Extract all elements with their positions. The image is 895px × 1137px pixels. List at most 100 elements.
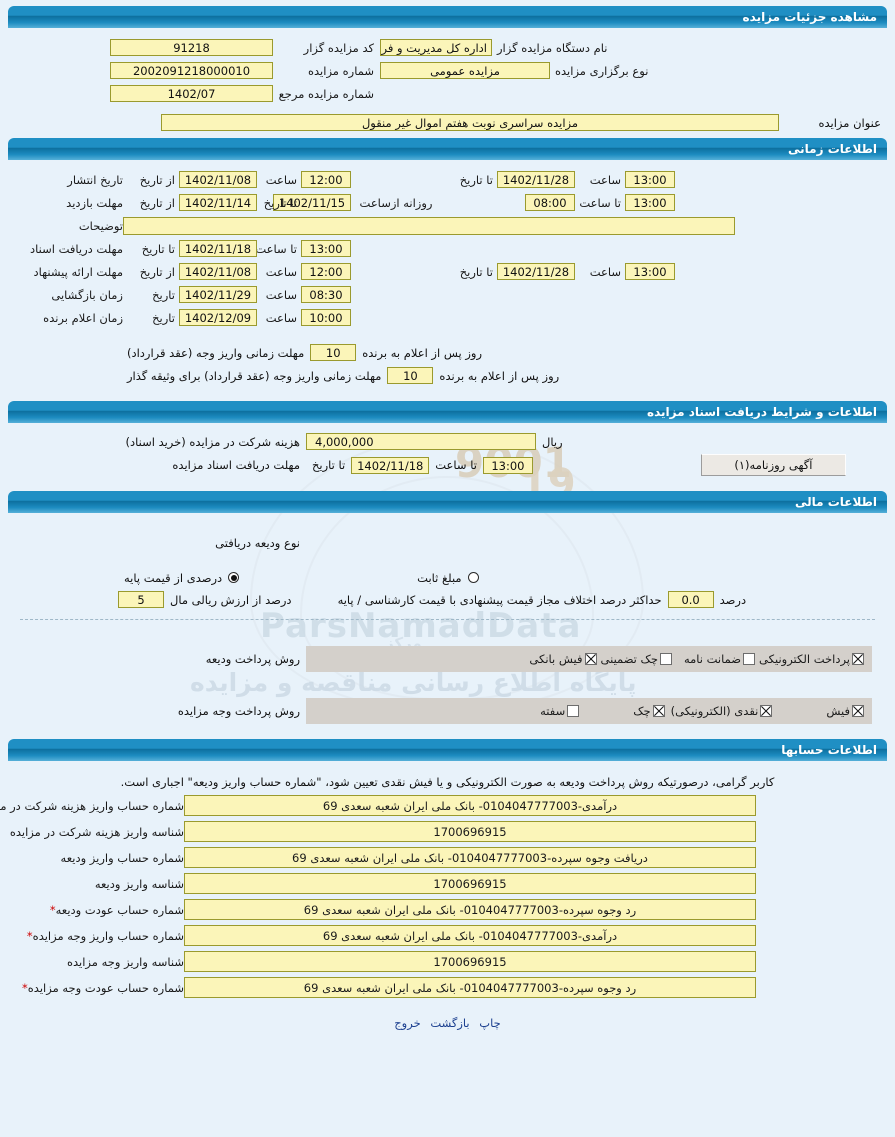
account-value[interactable]: رد وجوه سپرده-0104047777003- بانک ملی ای… [184,977,756,998]
deposit-bank-receipt-checkbox-icon[interactable] [584,653,597,665]
table-row: درآمدی-0104047777003- بانک ملی ایران شعب… [0,795,887,816]
auction-receipt-checkbox-icon[interactable] [852,705,864,717]
auction-promissory-checkbox-icon[interactable] [567,705,580,717]
account-value[interactable]: درآمدی-0104047777003- بانک ملی ایران شعب… [184,795,756,816]
description-label: توضیحات [78,218,123,233]
account-label: شناسه واریز هزینه شرکت در مزایده [9,824,184,839]
max-diff-field[interactable]: 0.0 [667,591,714,608]
auction-check-checkbox-icon[interactable] [652,705,665,717]
payment-deadline-field[interactable]: 10 [310,344,357,361]
auction-cash-checkbox-icon[interactable] [760,705,773,717]
account-value[interactable]: 1700696915 [184,951,756,972]
visit-daily-time-field[interactable]: 08:00 [525,194,575,211]
payment-deadline2-field[interactable]: 10 [387,367,434,384]
visit-deadline-row: 13:00 تا ساعت 08:00 روزانه ازساعت 1402/1… [8,193,887,212]
org-name-field[interactable]: اداره کل مدیریت و فروش اموال [380,39,492,56]
account-label: شناسه واریز ودیعه [94,876,184,891]
opening-hour-label: ساعت [265,287,297,302]
print-link[interactable]: چاپ [479,1016,501,1030]
fixed-amount-radio-icon[interactable] [467,572,479,583]
account-label: شماره حساب واریز هزینه شرکت در مزایده [0,798,184,813]
hold-type-label: نوع برگزاری مزایده [555,63,649,78]
required-asterisk: * [49,902,56,917]
accounts-section-body: کاربر گرامی، درصورتیکه روش پرداخت ودیعه … [0,761,887,1036]
ref-number-row: شماره مزایده مرجع 1402/07 [8,84,380,103]
publish-to-time-field[interactable]: 13:00 [625,171,675,188]
account-label: شماره حساب عودت ودیعه* [8,903,184,917]
auction-title-field[interactable]: مزایده سراسری نوبت هفتم اموال غیر منقول [161,114,779,131]
deposit-certified-check-checkbox-icon[interactable] [659,653,672,665]
ref-number-label: شماره مزایده مرجع [278,86,374,101]
deposit-method-electronic[interactable]: پرداخت الکترونیکی ضمانت نامه چک تضمینی ف… [529,652,864,666]
docs-deadline-date-label: تا تاریخ [141,241,175,256]
auction-receipt-label: فیش [826,704,850,718]
proposal-from-date-field[interactable]: 1402/11/08 [179,263,257,280]
proposal-from-time-field[interactable]: 12:00 [301,263,351,280]
proposal-to-date-field[interactable]: 1402/11/28 [497,263,575,280]
max-diff-suffix: درصد [719,592,747,607]
proposal-from-hour-label: ساعت [265,264,297,279]
percent-of-base-option[interactable]: درصدی از قیمت پایه [118,571,240,585]
docs-deadline-date-field[interactable]: 1402/11/18 [179,240,257,257]
account-label-text: شماره حساب واریز وجه مزایده [32,928,184,943]
publish-to-hour-label: ساعت [589,172,621,187]
deposit-guarantee-checkbox-icon[interactable] [743,653,756,665]
auction-title-row: عنوان مزایده مزایده سراسری نوبت هفتم امو… [8,113,887,132]
opening-date-field[interactable]: 1402/11/29 [179,286,257,303]
account-value[interactable]: 1700696915 [184,873,756,894]
docs-section-header: اطلاعات و شرایط دریافت اسناد مزایده [8,401,887,423]
publish-from-hour-label: ساعت [265,172,297,187]
finance-section-body: نوع ودیعه دریافتی مبلغ ثابت درصدی از قیم… [8,513,887,733]
winner-announce-date-field[interactable]: 1402/12/09 [179,309,257,326]
newspaper-ad-button[interactable]: آگهی روزنامه(۱) [700,454,846,476]
publish-from-time-field[interactable]: 12:00 [301,171,351,188]
auction-payment-label: روش پرداخت وجه مزایده [177,704,300,718]
payment-deadline-row: روز پس از اعلام به برنده 10 مهلت زمانی و… [8,343,887,362]
docs-receive-time-field[interactable]: 13:00 [482,456,533,474]
payment-deadline-suffix: روز پس از اعلام به برنده [362,345,482,360]
auction-payment-options[interactable]: فیش نقدی (الکترونیکی) چک سفته [540,704,864,718]
winner-announce-time-field[interactable]: 10:00 [301,309,351,326]
account-value[interactable]: دریافت وجوه سپرده-0104047777003- بانک مل… [184,847,756,868]
account-value[interactable]: رد وجوه سپرده-0104047777003- بانک ملی ای… [184,899,756,920]
accounts-section-header: اطلاعات حسابها [8,739,887,761]
payment-deadline2-suffix: روز پس از اعلام به برنده [439,368,560,383]
visit-to-date-field[interactable]: 1402/11/15 [273,194,351,211]
opening-time-field[interactable]: 08:30 [301,286,351,303]
proposal-to-time-field[interactable]: 13:00 [625,263,675,280]
hold-type-field[interactable]: مزایده عمومی [380,62,550,79]
ref-number-field[interactable]: 1402/07 [110,85,273,102]
publish-to-date-field[interactable]: 1402/11/28 [497,171,575,188]
docs-deadline-time-field[interactable]: 13:00 [301,240,351,257]
visit-daily-label: روزانه ازساعت [359,195,433,210]
participation-fee-field[interactable]: 4,000,000 [306,433,536,450]
account-label-text: شماره حساب عودت ودیعه [55,902,184,917]
visit-from-date-field[interactable]: 1402/11/14 [179,194,257,211]
proposal-deadline-label: مهلت ارائه پیشنهاد [33,264,123,279]
auctioneer-code-field[interactable]: 91218 [110,39,273,56]
auction-details-page: مشاهده جزئیات مزایده نام دستگاه مزایده گ… [0,6,895,1036]
payment-deadline-label: مهلت زمانی واریز وجه (عقد قرارداد) [127,345,305,360]
visit-to-time-field[interactable]: 13:00 [625,194,675,211]
payment-deadline2-row: روز پس از اعلام به برنده 10 مهلت زمانی و… [8,366,887,385]
deposit-certified-check-label: چک تضمینی [600,652,658,666]
percent-value-field[interactable]: 5 [118,591,164,608]
account-value[interactable]: درآمدی-0104047777003- بانک ملی ایران شعب… [184,925,756,946]
page-title: مشاهده جزئیات مزایده [8,6,887,28]
percent-of-base-radio-icon[interactable] [228,572,240,583]
account-label: شماره حساب واریز ودیعه [60,850,184,865]
fixed-amount-option[interactable]: مبلغ ثابت [411,571,479,585]
participation-fee-label: هزینه شرکت در مزایده (خرید اسناد) [125,434,301,449]
auction-number-field[interactable]: 2002091218000010 [110,62,273,79]
max-diff-label: حداکثر درصد اختلاف مجاز قیمت پیشنهادی با… [337,592,662,607]
account-value[interactable]: 1700696915 [184,821,756,842]
publish-from-date-field[interactable]: 1402/11/08 [179,171,257,188]
deposit-electronic-checkbox-icon[interactable] [852,653,864,665]
top-info-right-column: کد مزایده گزار 91218 شماره مزایده 200209… [8,34,380,107]
exit-link[interactable]: خروج [394,1016,421,1030]
description-field[interactable] [123,216,735,235]
back-link[interactable]: بازگشت [430,1016,470,1030]
docs-receive-date-field[interactable]: 1402/11/18 [351,456,430,474]
opening-time-label: زمان بازگشایی [51,287,123,302]
required-asterisk: * [22,980,28,995]
